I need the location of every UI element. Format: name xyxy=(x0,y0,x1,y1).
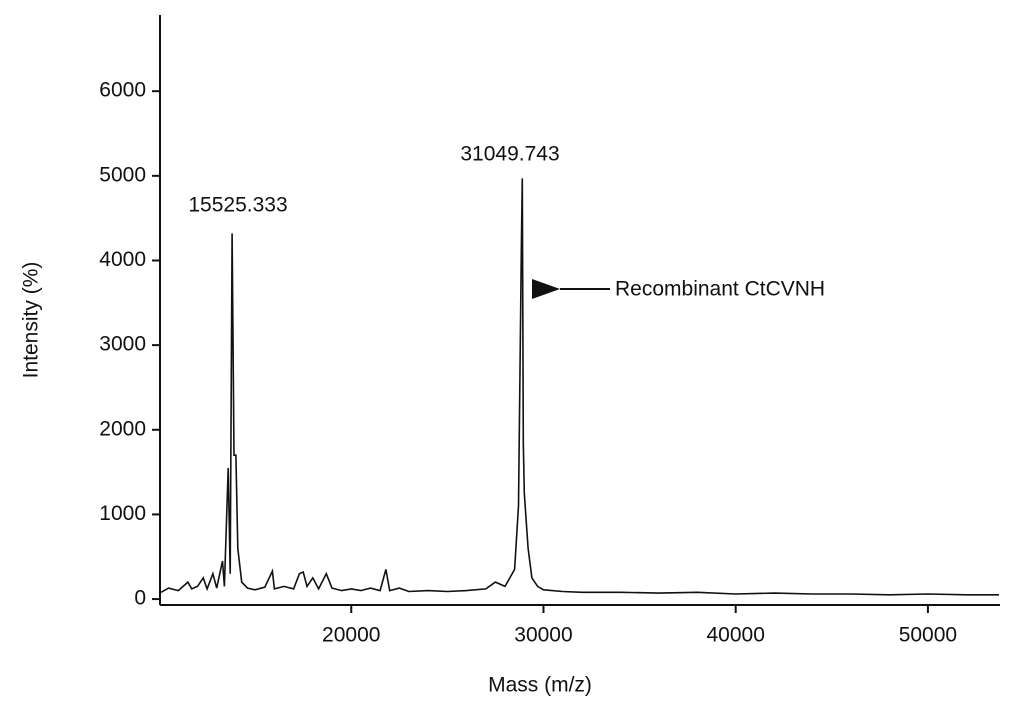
y-tick-label: 1000 xyxy=(99,502,146,525)
annotation: Recombinant CtCVNH xyxy=(615,278,825,301)
x-tick-label: 50000 xyxy=(899,624,957,647)
x-tick-label: 30000 xyxy=(514,624,572,647)
y-tick-label: 0 xyxy=(134,587,146,610)
x-axis-label: Mass (m/z) xyxy=(488,674,592,697)
y-tick-label: 2000 xyxy=(99,417,146,440)
y-tick-label: 6000 xyxy=(99,79,146,102)
y-tick-label: 4000 xyxy=(99,248,146,271)
spectrum-line xyxy=(160,178,999,596)
y-tick-label: 5000 xyxy=(99,163,146,186)
annotation: 15525.333 xyxy=(188,194,287,217)
x-tick-label: 40000 xyxy=(706,624,764,647)
y-axis-label: Intensity (%) xyxy=(20,262,43,379)
annotation: 31049.743 xyxy=(460,143,559,166)
y-tick-label: 3000 xyxy=(99,333,146,356)
x-tick-label: 20000 xyxy=(322,624,380,647)
